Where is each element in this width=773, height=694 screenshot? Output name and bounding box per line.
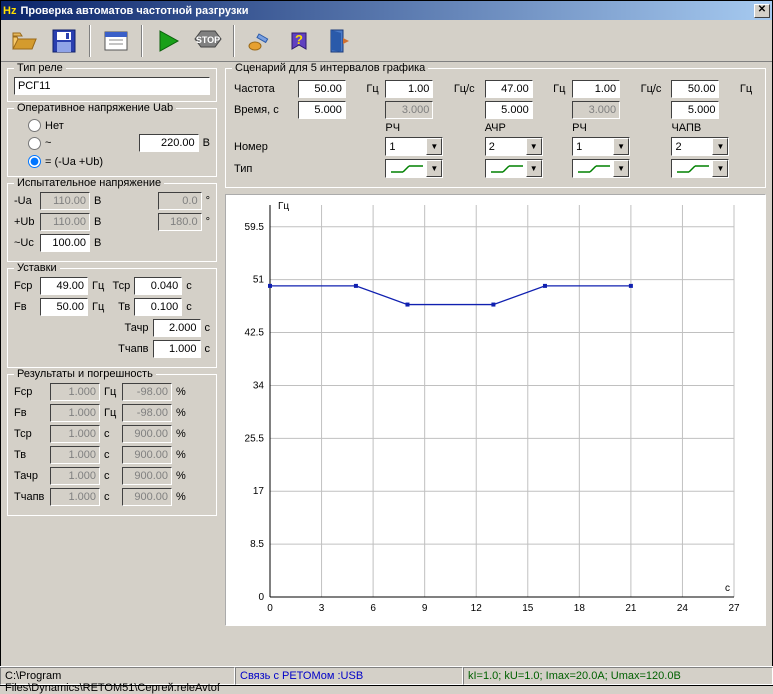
svg-text:3: 3 [319, 603, 325, 614]
res-3-e [122, 446, 172, 464]
fcp-input[interactable] [40, 277, 88, 295]
relay-type-input[interactable] [14, 77, 210, 95]
tv-1-ang [158, 213, 202, 231]
svg-text:51: 51 [253, 275, 265, 286]
freq-3[interactable] [572, 80, 620, 98]
time-4[interactable] [671, 101, 719, 119]
save-button[interactable] [47, 24, 81, 58]
svg-text:34: 34 [253, 380, 265, 391]
freq-0[interactable] [298, 80, 346, 98]
svg-text:17: 17 [253, 486, 265, 497]
window-title: Проверка автоматов частотной разгрузки [20, 5, 754, 17]
res-3-v [50, 446, 100, 464]
relay-type-group: Тип реле [7, 68, 217, 102]
svg-text:STOP: STOP [196, 35, 220, 45]
res-2-e [122, 425, 172, 443]
svg-text:27: 27 [728, 603, 740, 614]
res-5-v [50, 488, 100, 506]
tcp-input[interactable] [134, 277, 182, 295]
num-sel-0[interactable]: 1▼ [385, 137, 443, 156]
test-voltage-group: Испытательное напряжение -Ua В °+Ub В °~… [7, 183, 217, 262]
svg-text:0: 0 [267, 603, 273, 614]
tool1-button[interactable] [243, 24, 277, 58]
svg-text:6: 6 [370, 603, 376, 614]
exit-button[interactable] [323, 24, 357, 58]
svg-text:25.5: 25.5 [245, 433, 265, 444]
svg-text:8.5: 8.5 [250, 539, 264, 550]
tv-input[interactable] [134, 298, 182, 316]
status-path: C:\Program Files\Dynamics\RETOM51\Сергей… [0, 667, 235, 685]
svg-text:0: 0 [258, 592, 264, 603]
uab-radio-none[interactable]: Нет [28, 119, 210, 132]
res-1-v [50, 404, 100, 422]
time-0[interactable] [298, 101, 346, 119]
res-1-e [122, 404, 172, 422]
svg-text:42.5: 42.5 [245, 328, 265, 339]
svg-text:24: 24 [677, 603, 689, 614]
res-0-v [50, 383, 100, 401]
close-button[interactable]: ✕ [754, 4, 770, 18]
svg-text:Гц: Гц [278, 201, 289, 212]
help-button[interactable]: ? [283, 24, 317, 58]
uab-radio-tilde[interactable]: ~ [28, 137, 135, 150]
freq-4[interactable] [671, 80, 719, 98]
scenario-legend: Сценарий для 5 интервалов графика [232, 62, 428, 74]
status-link: Связь с РЕТОМом :USB [235, 667, 463, 685]
setpoints-legend: Уставки [14, 262, 60, 274]
res-4-v [50, 467, 100, 485]
type-sel-2[interactable]: ▼ [572, 159, 630, 178]
fb-input[interactable] [40, 298, 88, 316]
time-2[interactable] [485, 101, 533, 119]
time-1 [385, 101, 433, 119]
tchapv-input[interactable] [153, 340, 201, 358]
svg-text:9: 9 [422, 603, 428, 614]
play-button[interactable] [151, 24, 185, 58]
tv-2-v[interactable] [40, 234, 90, 252]
num-sel-2[interactable]: 1▼ [572, 137, 630, 156]
results-legend: Результаты и погрешность [14, 368, 156, 380]
results-group: Результаты и погрешность Fср Гц %Fв Гц %… [7, 374, 217, 516]
svg-text:21: 21 [625, 603, 637, 614]
tv-1-v [40, 213, 90, 231]
uab-group: Оперативное напряжение Uab Нет ~ В = (-U… [7, 108, 217, 177]
res-5-e [122, 488, 172, 506]
svg-text:?: ? [295, 32, 303, 47]
svg-text:18: 18 [574, 603, 586, 614]
scenario-group: Сценарий для 5 интервалов графика Частот… [225, 68, 766, 188]
time-3 [572, 101, 620, 119]
svg-text:с: с [725, 583, 730, 594]
app-icon: Hz [3, 5, 16, 17]
test-voltage-legend: Испытательное напряжение [14, 177, 164, 189]
res-2-v [50, 425, 100, 443]
svg-text:15: 15 [522, 603, 534, 614]
svg-text:59.5: 59.5 [245, 222, 265, 233]
setpoints-group: Уставки Fср Гц Тср c Fв Гц Тв c [7, 268, 217, 368]
uab-radio-uaub[interactable]: = (-Ua +Ub) [28, 155, 210, 168]
type-sel-1[interactable]: ▼ [485, 159, 543, 178]
chart: 59.5 51 42.5 34 25.5 17 8.5 00 3 6 9 12 15 18 21 24 27 Гц… [225, 194, 766, 626]
freq-1[interactable] [385, 80, 433, 98]
num-sel-3[interactable]: 2▼ [671, 137, 729, 156]
toolbar: STOP ? [1, 20, 772, 62]
open-button[interactable] [7, 24, 41, 58]
type-sel-0[interactable]: ▼ [385, 159, 443, 178]
res-4-e [122, 467, 172, 485]
titlebar: Hz Проверка автоматов частотной разгрузк… [1, 1, 772, 20]
relay-type-legend: Тип реле [14, 62, 66, 74]
uab-legend: Оперативное напряжение Uab [14, 102, 176, 114]
num-sel-1[interactable]: 2▼ [485, 137, 543, 156]
tachr-input[interactable] [153, 319, 201, 337]
tv-0-v [40, 192, 90, 210]
statusbar: C:\Program Files\Dynamics\RETOM51\Сергей… [0, 666, 773, 686]
settings-button[interactable] [99, 24, 133, 58]
res-0-e [122, 383, 172, 401]
freq-2[interactable] [485, 80, 533, 98]
tv-0-ang [158, 192, 202, 210]
svg-text:12: 12 [471, 603, 483, 614]
uab-voltage-input[interactable] [139, 134, 199, 152]
type-sel-3[interactable]: ▼ [671, 159, 729, 178]
stop-button[interactable]: STOP [191, 24, 225, 58]
status-coef: kI=1.0; kU=1.0; Imax=20.0А; Umax=120.0В [463, 667, 773, 685]
